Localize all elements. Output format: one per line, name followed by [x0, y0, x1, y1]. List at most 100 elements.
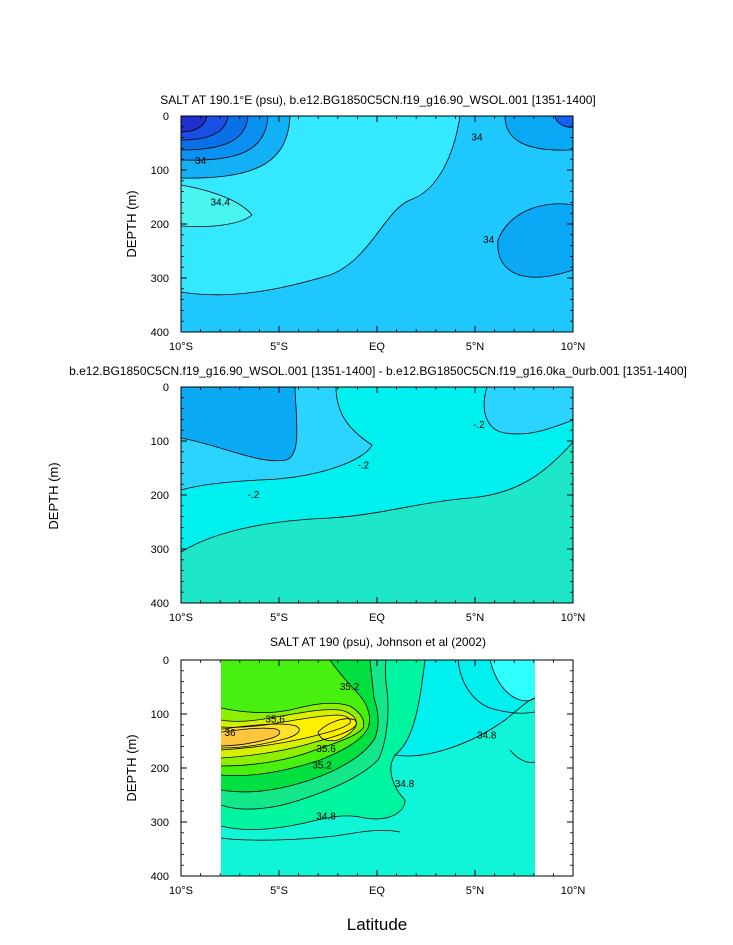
y-tick-label: 300 [151, 544, 169, 556]
panel-b-title: b.e12.BG1850C5CN.f19_g16.90_WSOL.001 [13… [69, 364, 687, 378]
y-tick-label: 100 [151, 709, 169, 721]
contour-label: 34.4 [210, 197, 230, 208]
contour-label: 34 [195, 156, 207, 167]
x-tick-label: EQ [369, 885, 385, 897]
panel-a-contours [181, 116, 573, 332]
panel-c-title: SALT AT 190 (psu), Johnson et al (2002) [270, 635, 486, 649]
panel-a-axes: 10°S 5°S EQ 5°N 10°N 0 100 200 300 400 [151, 111, 586, 353]
panel-a-fill-east-low [497, 203, 573, 278]
panel-a-contour-line-3 [497, 203, 573, 278]
panel-c-contour-line-12 [221, 727, 281, 747]
panel-b: b.e12.BG1850C5CN.f19_g16.90_WSOL.001 [13… [69, 364, 687, 624]
panel-c-ylabel: DEPTH (m) [124, 734, 139, 801]
y-tick-label: 300 [151, 817, 169, 829]
panel-c-contour-line-4 [221, 754, 406, 831]
x-tick-label: 5°S [270, 341, 288, 353]
x-tick-label: 10°N [561, 885, 586, 897]
panel-a-contour-line-8 [181, 116, 249, 151]
panel-a-contour-line-9 [181, 116, 229, 141]
x-tick-label: 10°S [169, 885, 193, 897]
panel-c: SALT AT 190 (psu), Johnson et al (2002) [151, 635, 586, 897]
panel-b-contour-labels: -.2 -.2 -.2 [248, 420, 486, 501]
x-tick-label: 5°S [270, 885, 288, 897]
panel-b-fill-west-core [181, 387, 297, 461]
contour-label: 34.8 [395, 779, 415, 790]
panel-c-fill-deep-fresh [221, 830, 535, 876]
panel-b-contours [181, 387, 573, 603]
panel-a-fill-west-core [181, 116, 207, 132]
panel-b-fill-east [484, 387, 573, 434]
y-tick-label: 300 [151, 273, 169, 285]
panel-a-fill-salty-west [181, 185, 252, 227]
y-tick-label: 100 [151, 436, 169, 448]
panel-b-fill-deep [181, 442, 573, 603]
panel-a-contour-labels: 34 34.4 34 34 [195, 133, 495, 247]
contour-label: 35.6 [265, 714, 285, 725]
contour-label: 34.8 [477, 731, 497, 742]
x-tick-label: 5°N [466, 341, 485, 353]
contour-label: 35.2 [312, 760, 332, 771]
x-tick-label: 10°N [561, 341, 586, 353]
contour-label: 34 [483, 235, 495, 246]
y-tick-label: 400 [151, 327, 169, 339]
panel-c-contour-labels: 35.2 35.6 36 35.6 35.2 34.8 34.8 34.8 [224, 682, 496, 823]
contour-label: -.2 [357, 460, 369, 471]
panel-c-contour-line-11 [221, 723, 300, 749]
panel-b-axes: 10°S 5°S EQ 5°N 10°N 0 100 200 300 400 [151, 382, 586, 624]
panel-a-contour-line-1 [181, 116, 461, 296]
contour-label: -.2 [473, 420, 485, 431]
x-tick-label: 10°N [561, 612, 586, 624]
y-tick-label: 200 [151, 219, 169, 231]
panel-c-contours [221, 660, 535, 876]
panel-c-contour-line-7 [221, 660, 370, 776]
panel-c-contour-line-8 [221, 702, 365, 767]
x-tick-label: 10°S [169, 612, 193, 624]
panel-a-ylabel: DEPTH (m) [124, 190, 139, 257]
panel-a-contour-line-7 [181, 116, 269, 161]
panel-c-axes: 10°S 5°S EQ 5°N 10°N 0 100 200 300 400 [151, 655, 586, 897]
y-tick-label: 200 [151, 490, 169, 502]
panel-c-contour-line-2 [489, 660, 535, 702]
y-tick-label: 400 [151, 871, 169, 883]
panel-a-contour-line-4 [504, 116, 573, 151]
panel-c-fill-salty-core-inner [221, 728, 280, 746]
contour-label: 36 [224, 728, 236, 739]
y-tick-label: 0 [163, 655, 169, 667]
panel-c-contour-line-1 [394, 660, 535, 757]
panel-c-fill-east-fresh-core [490, 660, 535, 701]
y-tick-label: 400 [151, 598, 169, 610]
panel-c-contour-line-3 [221, 829, 401, 841]
panel-c-contour-line-9 [221, 709, 357, 759]
panel-c-contour-line-15 [457, 660, 535, 714]
panel-c-contour-line-5 [221, 660, 389, 810]
x-tick-label: 10°S [169, 341, 193, 353]
panel-a: SALT AT 190.1°E (psu), b.e12.BG1850C5CN.… [151, 93, 596, 353]
x-tick-label: 5°N [466, 885, 485, 897]
panel-b-contour-line-1 [181, 441, 573, 553]
panel-b-ylabel: DEPTH (m) [46, 462, 61, 529]
panel-a-title: SALT AT 190.1°E (psu), b.e12.BG1850C5CN.… [160, 93, 596, 107]
contour-label: -.2 [248, 490, 260, 501]
y-tick-label: 200 [151, 763, 169, 775]
contour-label: 35.6 [316, 744, 336, 755]
panel-b-contour-line-3 [181, 387, 298, 462]
y-tick-label: 100 [151, 165, 169, 177]
x-tick-label: 5°S [270, 612, 288, 624]
x-axis-title: Latitude [347, 915, 408, 934]
x-tick-label: EQ [369, 612, 385, 624]
panel-a-contour-line-2 [181, 184, 253, 227]
panel-c-contour-line-6 [221, 660, 379, 793]
contour-label: 34 [471, 133, 483, 144]
x-tick-label: EQ [369, 341, 385, 353]
contour-label: 35.2 [340, 682, 360, 693]
panel-c-contour-line-14 [509, 749, 535, 763]
panel-b-contour-line-2 [181, 387, 373, 491]
y-tick-label: 0 [163, 382, 169, 394]
y-tick-label: 0 [163, 111, 169, 123]
panel-a-contour-line-10 [181, 116, 208, 133]
panel-a-fill-east-top [505, 116, 573, 151]
panel-b-contour-line-4 [483, 387, 573, 435]
x-tick-label: 5°N [466, 612, 485, 624]
panel-a-contour-line-6 [181, 116, 291, 179]
